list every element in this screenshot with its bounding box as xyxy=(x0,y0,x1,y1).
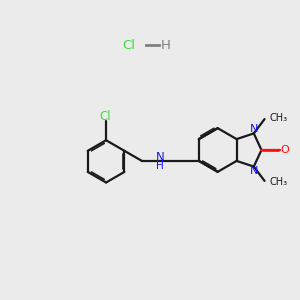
Text: CH₃: CH₃ xyxy=(270,177,288,187)
Text: N: N xyxy=(155,151,164,164)
Text: N: N xyxy=(250,124,258,134)
Text: CH₃: CH₃ xyxy=(270,113,288,123)
Text: H: H xyxy=(160,39,170,52)
Text: Cl: Cl xyxy=(99,110,111,123)
Text: N: N xyxy=(250,166,258,176)
Text: H: H xyxy=(156,160,164,171)
Text: Cl: Cl xyxy=(122,39,135,52)
Text: O: O xyxy=(280,145,290,155)
